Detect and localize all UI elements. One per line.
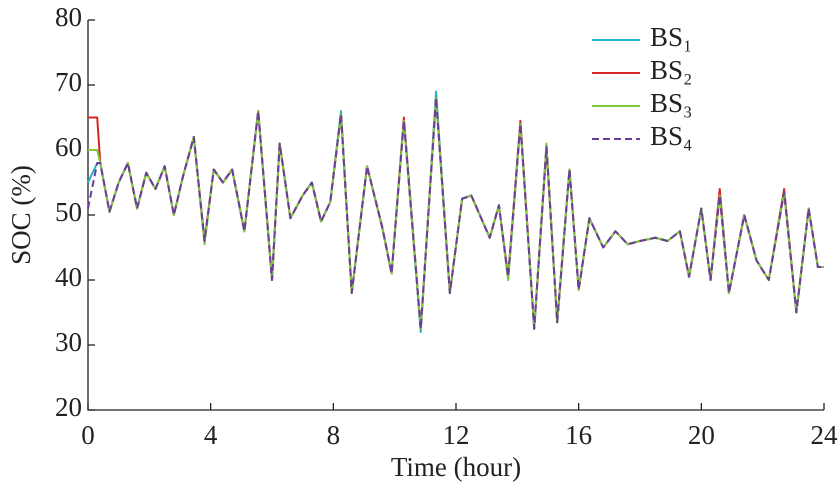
y-axis-label: SOC (%) [6, 165, 36, 265]
legend-label: BS₄ [650, 121, 692, 151]
y-tick-label: 60 [55, 132, 82, 162]
x-tick-label: 0 [81, 420, 95, 450]
y-tick-label: 70 [55, 67, 82, 97]
legend-label: BS₂ [650, 55, 692, 85]
x-tick-label: 12 [443, 420, 470, 450]
x-tick-label: 16 [565, 420, 592, 450]
x-tick-label: 24 [811, 420, 839, 450]
legend-label: BS₁ [650, 22, 692, 52]
axes [87, 20, 824, 411]
y-tick-label: 20 [55, 392, 82, 422]
series-line [88, 97, 824, 330]
series-line [88, 97, 824, 330]
y-tick-label: 30 [55, 327, 82, 357]
x-tick-label: 4 [204, 420, 218, 450]
x-axis-label: Time (hour) [391, 452, 521, 482]
y-tick-label: 80 [55, 2, 82, 32]
y-tick-label: 40 [55, 262, 82, 292]
series-line [87, 97, 824, 330]
y-tick-label: 50 [55, 197, 82, 227]
series-line [87, 90, 824, 333]
legend-label: BS₃ [650, 88, 692, 118]
x-tick-label: 20 [688, 420, 715, 450]
x-tick-label: 8 [327, 420, 341, 450]
